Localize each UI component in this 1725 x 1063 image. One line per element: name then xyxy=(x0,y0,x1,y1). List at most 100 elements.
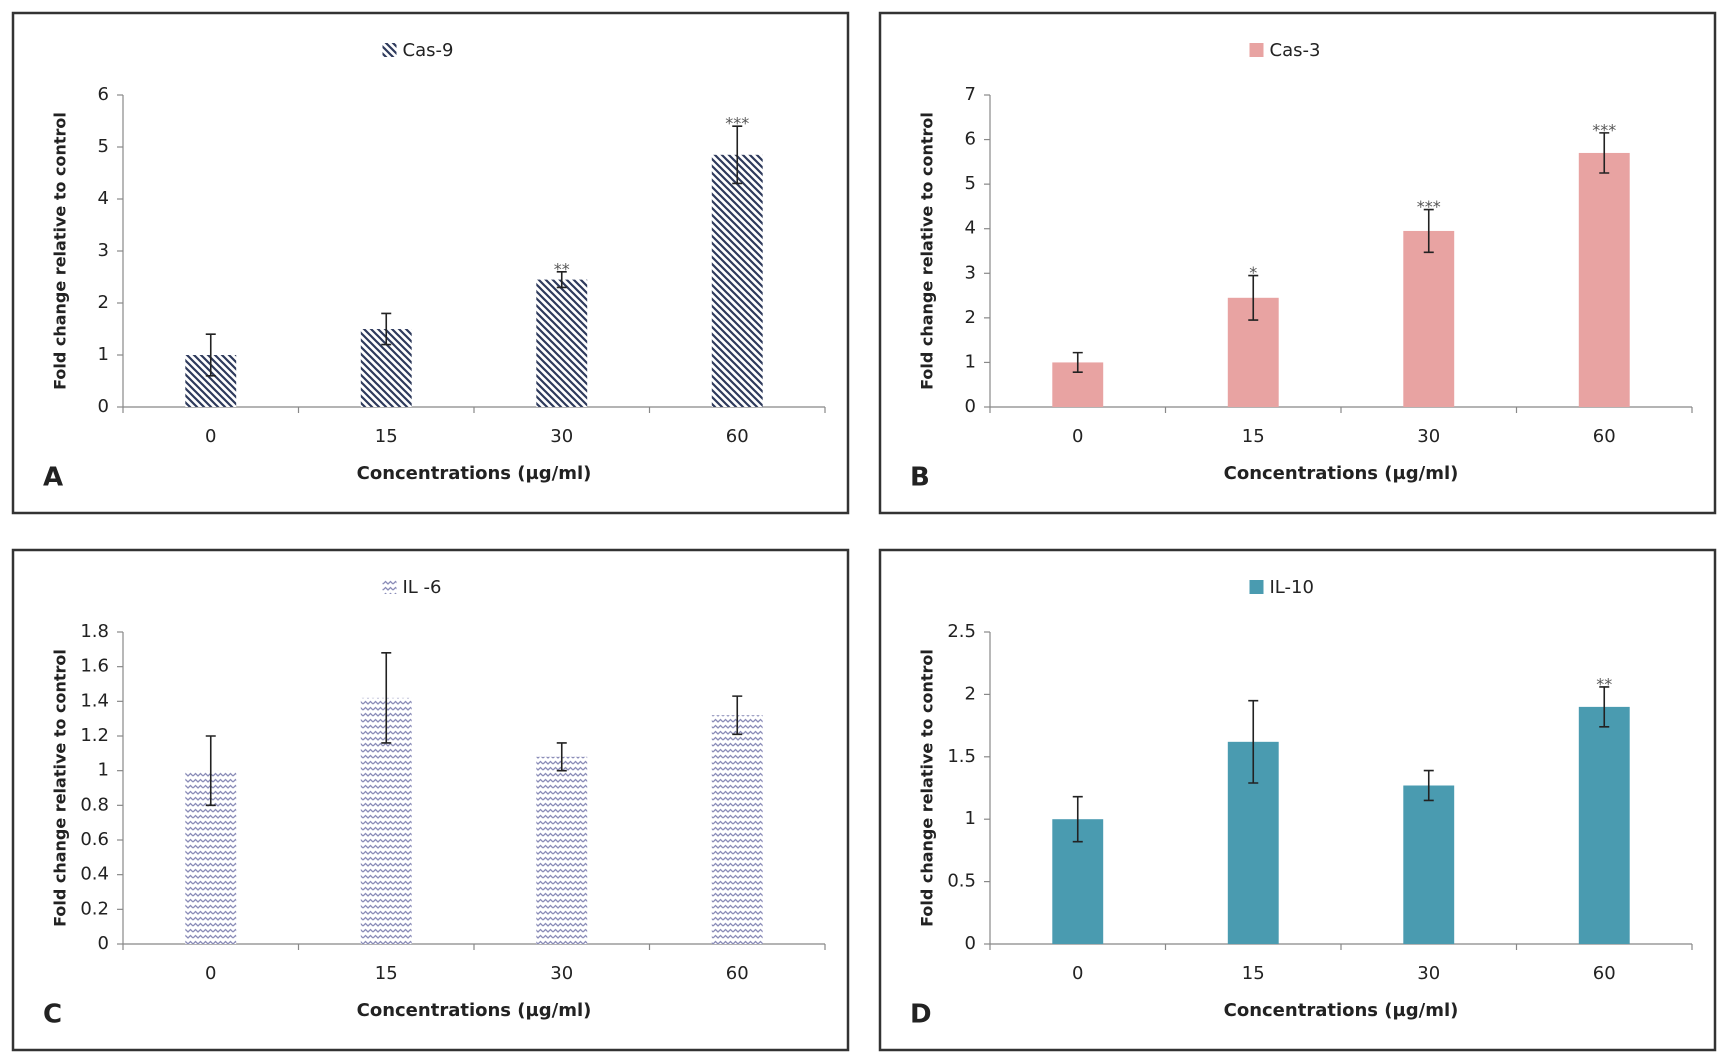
y-axis-title: Fold change relative to control xyxy=(51,112,70,390)
legend: Cas-9 xyxy=(382,40,454,61)
y-tick-label: 1 xyxy=(98,344,109,365)
bar xyxy=(536,279,588,407)
significance-label: *** xyxy=(725,114,749,133)
y-tick-label: 3 xyxy=(98,240,109,261)
bar xyxy=(1403,785,1455,944)
y-tick-label: 6 xyxy=(98,84,109,105)
y-tick-label: 0.6 xyxy=(80,829,109,850)
error-bar xyxy=(381,312,392,346)
y-tick-label: 2.5 xyxy=(947,621,976,642)
panel-border xyxy=(11,548,850,1052)
y-axis-title: Fold change relative to control xyxy=(918,112,937,390)
panel: 0 0.5 1 1.5 2 2.5 Concentrations (µg/ml) Fold c… xyxy=(878,548,1717,1052)
y-tick-label: 4 xyxy=(98,188,109,209)
y-tick-label: 0.4 xyxy=(80,864,109,885)
significance-label: *** xyxy=(1417,197,1441,216)
bar xyxy=(1403,230,1455,407)
y-tick-label: 2 xyxy=(98,292,109,313)
legend-label: Cas-9 xyxy=(403,40,454,61)
y-tick-label: 3 xyxy=(965,262,976,283)
significance-label: ** xyxy=(554,259,570,278)
panel-label: B xyxy=(910,463,930,493)
y-tick-label: 4 xyxy=(965,218,976,239)
y-tick-label: 5 xyxy=(965,173,976,194)
y-tick-label: 1 xyxy=(965,351,976,372)
error-bar xyxy=(205,333,216,377)
error-bar xyxy=(1072,351,1083,374)
y-tick-label: 1.5 xyxy=(947,746,976,767)
panel: 0 0.2 0.4 0.6 0.8 1 1.2 1.4 1.6 1.8 Concentrations… xyxy=(11,548,850,1052)
error-bar xyxy=(1248,699,1259,784)
x-tick-label: 60 xyxy=(726,963,749,984)
panel-label: C xyxy=(43,1000,62,1030)
error-bar xyxy=(556,742,567,772)
y-tick-label: 1 xyxy=(965,808,976,829)
error-bar xyxy=(205,735,216,807)
legend-label: Cas-3 xyxy=(1270,40,1321,61)
bar xyxy=(536,756,588,944)
error-bar xyxy=(1599,686,1610,728)
error-bar xyxy=(1072,795,1083,843)
significance-label: *** xyxy=(1592,120,1616,139)
significance-label: * xyxy=(1249,263,1257,282)
x-axis-title: Concentrations (µg/ml) xyxy=(1224,463,1459,484)
panel: 0 1 2 3 4 5 6 Concentrations (µg/ml) Fold change… xyxy=(11,11,850,515)
panel-border xyxy=(11,11,850,515)
panel-label: D xyxy=(910,1000,932,1030)
x-tick-label: 15 xyxy=(1242,963,1265,984)
bar xyxy=(711,154,763,407)
error-bar xyxy=(1423,769,1434,802)
x-tick-label: 30 xyxy=(550,426,573,447)
error-bar xyxy=(1248,274,1259,321)
panel-border xyxy=(878,548,1717,1052)
x-axis-title: Concentrations (µg/ml) xyxy=(357,1000,592,1021)
legend: IL-10 xyxy=(1249,577,1314,598)
error-bar xyxy=(732,125,743,185)
y-tick-label: 1.4 xyxy=(80,690,109,711)
x-axis-title: Concentrations (µg/ml) xyxy=(357,463,592,484)
legend: IL -6 xyxy=(382,577,442,598)
error-bar xyxy=(381,652,392,744)
significance-label: ** xyxy=(1596,674,1612,693)
bar xyxy=(1578,152,1630,407)
x-tick-label: 30 xyxy=(1417,963,1440,984)
legend-swatch xyxy=(382,43,397,57)
x-tick-label: 60 xyxy=(726,426,749,447)
panel: 0 1 2 3 4 5 6 7 Concentrations (µg/ml) Fold chang… xyxy=(878,11,1717,515)
legend-label: IL-10 xyxy=(1270,577,1314,598)
y-tick-label: 1.8 xyxy=(80,621,109,642)
y-tick-label: 0.2 xyxy=(80,898,109,919)
x-tick-label: 15 xyxy=(1242,426,1265,447)
y-tick-label: 0 xyxy=(965,933,976,954)
y-tick-label: 2 xyxy=(965,683,976,704)
y-tick-label: 1.2 xyxy=(80,725,109,746)
y-tick-label: 6 xyxy=(965,129,976,150)
legend-label: IL -6 xyxy=(403,577,442,598)
y-tick-label: 2 xyxy=(965,307,976,328)
x-tick-label: 15 xyxy=(375,963,398,984)
x-axis-title: Concentrations (µg/ml) xyxy=(1224,1000,1459,1021)
y-tick-label: 0 xyxy=(98,396,109,417)
y-tick-label: 0.5 xyxy=(947,871,976,892)
x-tick-label: 0 xyxy=(205,963,216,984)
x-tick-label: 0 xyxy=(1072,426,1083,447)
legend-swatch xyxy=(1249,43,1264,57)
y-tick-label: 5 xyxy=(98,136,109,157)
legend-swatch xyxy=(1249,580,1264,594)
y-tick-label: 7 xyxy=(965,84,976,105)
y-tick-label: 0 xyxy=(98,933,109,954)
y-tick-label: 0.8 xyxy=(80,794,109,815)
bar xyxy=(1578,706,1630,944)
x-tick-label: 0 xyxy=(205,426,216,447)
x-tick-label: 15 xyxy=(375,426,398,447)
bar xyxy=(711,715,763,944)
y-tick-label: 1 xyxy=(98,760,109,781)
panel-label: A xyxy=(43,463,63,493)
error-bar xyxy=(1599,132,1610,174)
y-tick-label: 0 xyxy=(965,396,976,417)
x-tick-label: 0 xyxy=(1072,963,1083,984)
legend: Cas-3 xyxy=(1249,40,1321,61)
error-bar xyxy=(556,271,567,289)
x-tick-label: 60 xyxy=(1593,426,1616,447)
